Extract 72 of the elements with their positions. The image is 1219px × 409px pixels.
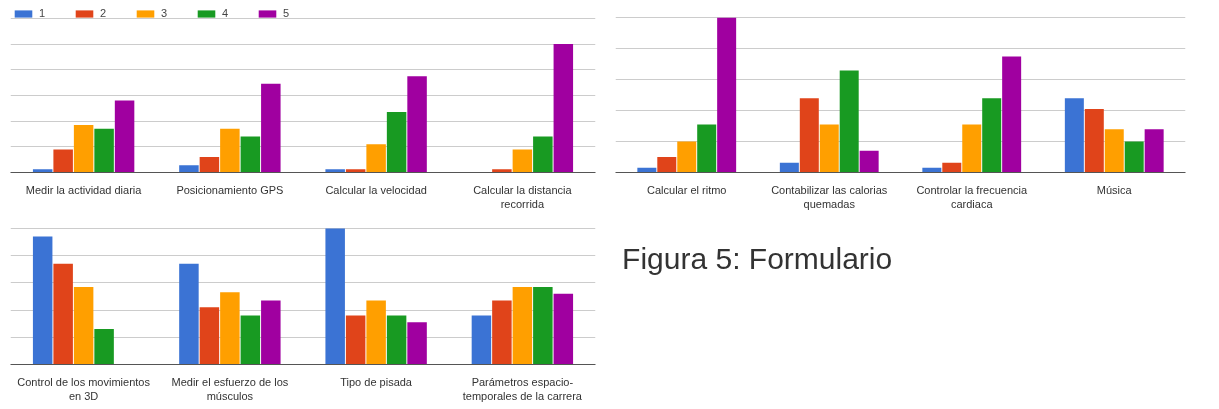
bar [799,98,819,173]
bar [179,263,199,365]
bar [366,300,386,365]
bar [512,286,533,365]
bar [53,263,73,365]
bar [1084,109,1104,173]
bar [325,169,345,173]
bar [553,44,574,173]
bar [345,315,366,365]
bar [962,124,982,173]
bar [199,157,220,173]
x-tick-label: Medir la actividad diaria [25,183,143,196]
bar [407,76,427,173]
bar [325,228,345,365]
x-tick-label: Calcular el ritmo [647,183,727,196]
text: Figura 5: Formulario [622,242,893,276]
x-tick-label: Parámetros espacio-temporales de la carrera [462,375,583,402]
bar [697,124,717,173]
bar [982,98,1002,173]
bar [386,112,407,173]
bar [220,128,240,173]
bar [114,100,135,173]
legend-label: 2 [100,7,108,19]
bar [512,149,533,173]
bar [53,149,73,173]
bar [32,236,53,365]
bar [220,292,240,365]
bar [1144,129,1164,173]
x-tick-label: Calcular la velocidad [325,183,427,196]
bar [533,286,553,365]
x-tick-label: Contabilizar las calorias quemadas [771,183,888,210]
bar [199,307,220,365]
bar [1002,56,1022,173]
bar [261,83,281,173]
legend-label: 4 [222,7,230,19]
bar [179,165,199,173]
bar [677,141,697,173]
bar [1104,129,1124,173]
bar [533,136,553,173]
x-tick-label: Posicionamiento GPS [176,183,284,196]
legend-label: 5 [283,7,291,19]
bar [1124,141,1144,173]
bar [94,329,114,365]
bar [942,162,962,173]
bar [94,128,114,173]
bar [366,144,386,173]
bar [240,136,261,173]
bar [839,70,859,173]
bar [1064,98,1084,173]
bar [386,315,407,365]
bar [819,124,839,173]
bar [73,124,94,173]
bar [407,322,427,365]
bar [240,315,261,365]
x-tick-label: Música [1096,183,1133,196]
bar [717,17,737,173]
x-tick-label: Tipo de pisada [340,375,413,388]
bar [492,169,512,173]
bar [492,300,512,365]
legend-label: 3 [161,7,169,19]
bar [553,293,574,365]
x-tick-label: Controlar la frecuencia cardiaca [916,183,1028,210]
bar [73,286,94,365]
legend-label: 1 [39,7,47,19]
bar [859,150,879,173]
x-tick-label: Medir el esfuerzo de los músculos [171,375,289,402]
bar [261,300,281,365]
bar [779,162,799,173]
bar [471,315,492,365]
x-tick-label: Calcular la distancia recorrida [473,183,573,210]
x-tick-label: Control de los movimientos en 3D [17,375,151,402]
bar [657,157,677,173]
